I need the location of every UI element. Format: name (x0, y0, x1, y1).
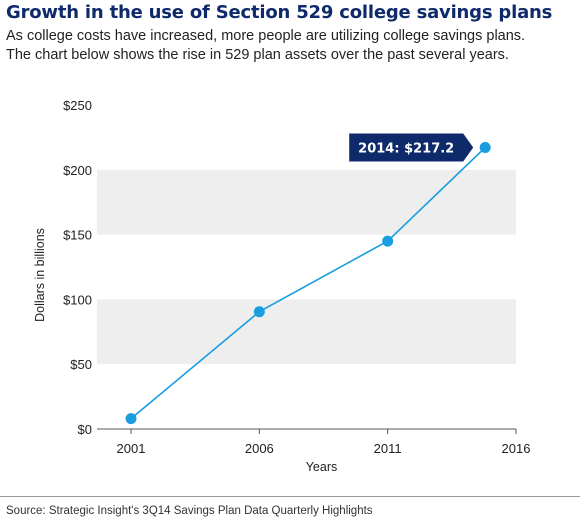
chart-title: Growth in the use of Section 529 college… (6, 2, 553, 23)
x-tick-label: 2001 (117, 441, 146, 456)
subtitle-line-1: As college costs have increased, more pe… (6, 28, 526, 44)
grid-band (97, 169, 516, 235)
data-point (125, 413, 137, 425)
data-point (382, 235, 394, 247)
callout-box (349, 133, 474, 162)
source-note: Source: Strategic Insight's 3Q14 Savings… (6, 505, 373, 517)
x-tick-label: 2011 (374, 441, 402, 456)
y-tick-label: $0 (78, 422, 92, 437)
x-axis-ticks: 2001 2006 2011 2016 (117, 429, 531, 456)
grid-bands (97, 169, 516, 365)
source-divider (0, 496, 580, 497)
y-tick-label: $150 (63, 228, 92, 243)
series-group (125, 142, 491, 425)
chart-subtitle: As college costs have increased, more pe… (6, 27, 576, 65)
callout-label: 2014: $217.2 (358, 142, 454, 157)
y-axis-ticks: $0 $50 $100 $150 $200 $250 (63, 98, 92, 437)
data-point (479, 142, 491, 154)
subtitle-line-2: The chart below shows the rise in 529 pl… (6, 47, 509, 63)
y-axis-title: Dollars in billions (33, 228, 47, 322)
x-tick-label: 2006 (245, 441, 274, 456)
x-axis-title: Years (306, 460, 338, 474)
y-tick-label: $100 (63, 292, 92, 307)
data-point (253, 306, 265, 318)
series-line (130, 146, 486, 420)
x-tick-label: 2016 (502, 441, 531, 456)
y-tick-label: $200 (63, 163, 92, 178)
y-tick-label: $250 (63, 98, 92, 113)
y-tick-label: $50 (70, 357, 92, 372)
callout-annotation: 2014: $217.2 (349, 133, 474, 162)
grid-band (97, 299, 516, 365)
